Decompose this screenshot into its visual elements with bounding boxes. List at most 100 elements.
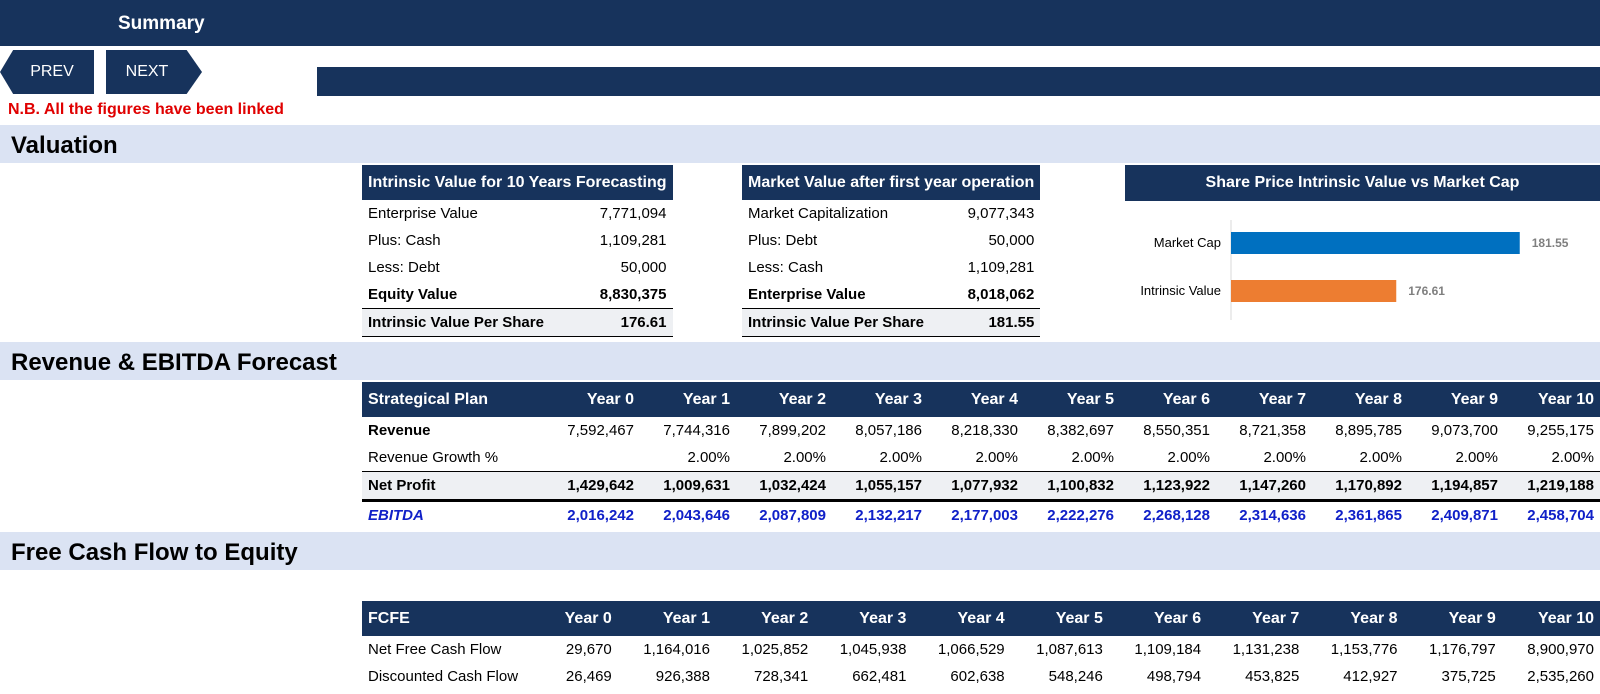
table-row: Intrinsic Value Per Share 181.55 (742, 308, 1041, 337)
table-cell: 1,087,613 (1036, 641, 1103, 658)
section-title: Valuation (11, 132, 118, 159)
column-header: Year 5 (1010, 601, 1109, 636)
next-button[interactable]: NEXT (106, 50, 202, 94)
table-cell: 1,194,857 (1408, 471, 1504, 501)
column-header: Strategical Plan (362, 382, 544, 417)
column-header: Year 0 (544, 601, 618, 636)
table-cell: 8,218,330 (951, 422, 1018, 439)
column-header: Year 3 (832, 382, 928, 417)
section-title: Free Cash Flow to Equity (11, 539, 298, 566)
table-row: Market Capitalization 9,077,343 (748, 205, 1035, 222)
table-cell: 8,550,351 (1143, 422, 1210, 439)
category-label: Market Cap (1154, 235, 1221, 250)
column-header: Year 10 (1501, 601, 1600, 636)
table-row: Intrinsic Value Per Share 176.61 (362, 308, 673, 337)
table-cell: 1,147,260 (1216, 471, 1312, 501)
table-cell: 8,721,358 (1239, 422, 1306, 439)
data-label: 181.55 (1532, 236, 1569, 250)
table-cell: 2.00% (1167, 449, 1210, 466)
table-cell: 1,055,157 (832, 471, 928, 501)
section-forecast: Revenue & EBITDA Forecast (0, 342, 1600, 380)
table-cell: 1,009,631 (640, 471, 736, 501)
column-header: Year 6 (1108, 601, 1208, 636)
row-label: Net Free Cash Flow (368, 641, 502, 658)
table-cell: 1,025,852 (741, 641, 809, 658)
table-cell: 9,073,700 (1431, 422, 1498, 439)
table-row: Revenue 7,592,467 7,744,316 7,899,202 8,057,… (362, 417, 1600, 444)
table-row: Enterprise Value 8,018,062 (748, 286, 1035, 303)
table-cell: 1,123,922 (1120, 471, 1216, 501)
category-label: Intrinsic Value (1140, 283, 1221, 298)
table-cell: 2.00% (879, 449, 922, 466)
column-header: Year 3 (814, 601, 913, 636)
data-label: 176.61 (1408, 284, 1445, 298)
column-header: FCFE (362, 601, 544, 636)
section-valuation: Valuation (0, 125, 1600, 163)
table-cell: 1,219,188 (1504, 471, 1600, 501)
share-price-chart: Market Cap 181.55 Intrinsic Value 176.61 (1140, 220, 1569, 320)
table-row: EBITDA 2,016,242 2,043,646 2,087,809 2,132,2… (362, 499, 1600, 529)
table-cell: 1,066,529 (937, 641, 1005, 658)
section-title: Revenue & EBITDA Forecast (11, 349, 337, 376)
table-cell: 1,109,184 (1134, 641, 1202, 658)
header-divider (317, 64, 1600, 67)
table-cell: 602,638 (950, 668, 1005, 685)
column-header: Year 10 (1504, 382, 1600, 417)
fcfe-table: FCFE Year 0 Year 1 Year 2 Year 3 Year 4 Year 5… (362, 601, 1600, 690)
table-cell: 926,388 (655, 668, 710, 685)
table-row: Revenue Growth % 2.00% 2.00% 2.00% 2.00% 2.00… (362, 444, 1600, 472)
table-cell: 2.00% (1071, 449, 1114, 466)
column-header: Year 6 (1120, 382, 1216, 417)
table-cell: 2,043,646 (640, 499, 736, 529)
table-row: Discounted Cash Flow 26,469 926,388 728,341… (362, 663, 1600, 690)
table-cell: 1,100,832 (1024, 471, 1120, 501)
table-row: Less: Debt 50,000 (368, 259, 667, 276)
table-cell: 2,361,865 (1312, 499, 1408, 529)
table-cell: 2,132,217 (832, 499, 928, 529)
column-header: Year 8 (1305, 601, 1404, 636)
table-title: Market Value after first year operation (742, 165, 1041, 200)
column-header: Year 2 (736, 382, 832, 417)
table-cell: 1,077,932 (928, 471, 1024, 501)
linked-note: N.B. All the figures have been linked (8, 101, 284, 118)
table-cell: 2.00% (1551, 449, 1594, 466)
market-value-table: Market Value after first year operation … (742, 165, 1041, 337)
table-row: Net Profit 1,429,642 1,009,631 1,032,424 1,0… (362, 471, 1600, 501)
table-cell: 8,895,785 (1335, 422, 1402, 439)
column-header: Year 0 (544, 382, 640, 417)
table-cell: 8,382,697 (1047, 422, 1114, 439)
table-cell: 2.00% (1263, 449, 1306, 466)
table-cell: 1,153,776 (1330, 641, 1398, 658)
table-cell: 375,725 (1441, 668, 1496, 685)
column-header: Year 9 (1408, 382, 1504, 417)
column-header: Year 4 (928, 382, 1024, 417)
table-cell: 8,057,186 (855, 422, 922, 439)
table-cell: 2.00% (687, 449, 730, 466)
table-cell: 412,927 (1343, 668, 1398, 685)
table-header-row: FCFE Year 0 Year 1 Year 2 Year 3 Year 4 Year 5… (362, 601, 1600, 636)
column-header: Year 4 (912, 601, 1011, 636)
table-cell: 1,164,016 (643, 641, 710, 658)
forecast-table: Strategical Plan Year 0 Year 1 Year 2 Year 3… (362, 382, 1600, 529)
table-cell: 2,409,871 (1408, 499, 1504, 529)
table-cell: 548,246 (1048, 668, 1103, 685)
table-title: Intrinsic Value for 10 Years Forecasting (362, 165, 673, 200)
table-row: Plus: Cash 1,109,281 (368, 232, 667, 249)
column-header: Year 7 (1207, 601, 1306, 636)
bar-market-cap (1231, 232, 1520, 254)
section-fcfe: Free Cash Flow to Equity (0, 532, 1600, 570)
table-row: Plus: Debt 50,000 (748, 232, 1035, 249)
table-cell: 662,481 (852, 668, 907, 685)
prev-button[interactable]: PREV (0, 50, 94, 94)
row-label: EBITDA (362, 499, 544, 529)
table-cell: 1,045,938 (839, 641, 907, 658)
table-cell: 2,535,260 (1527, 668, 1594, 685)
row-label: Revenue (368, 422, 431, 439)
column-header: Year 2 (716, 601, 815, 636)
table-cell: 26,469 (565, 668, 612, 685)
row-label: Revenue Growth % (368, 449, 499, 466)
table-cell: 2,314,636 (1216, 499, 1312, 529)
table-cell: 2.00% (1359, 449, 1402, 466)
table-cell: 2.00% (975, 449, 1018, 466)
table-cell: 8,900,970 (1527, 641, 1594, 658)
